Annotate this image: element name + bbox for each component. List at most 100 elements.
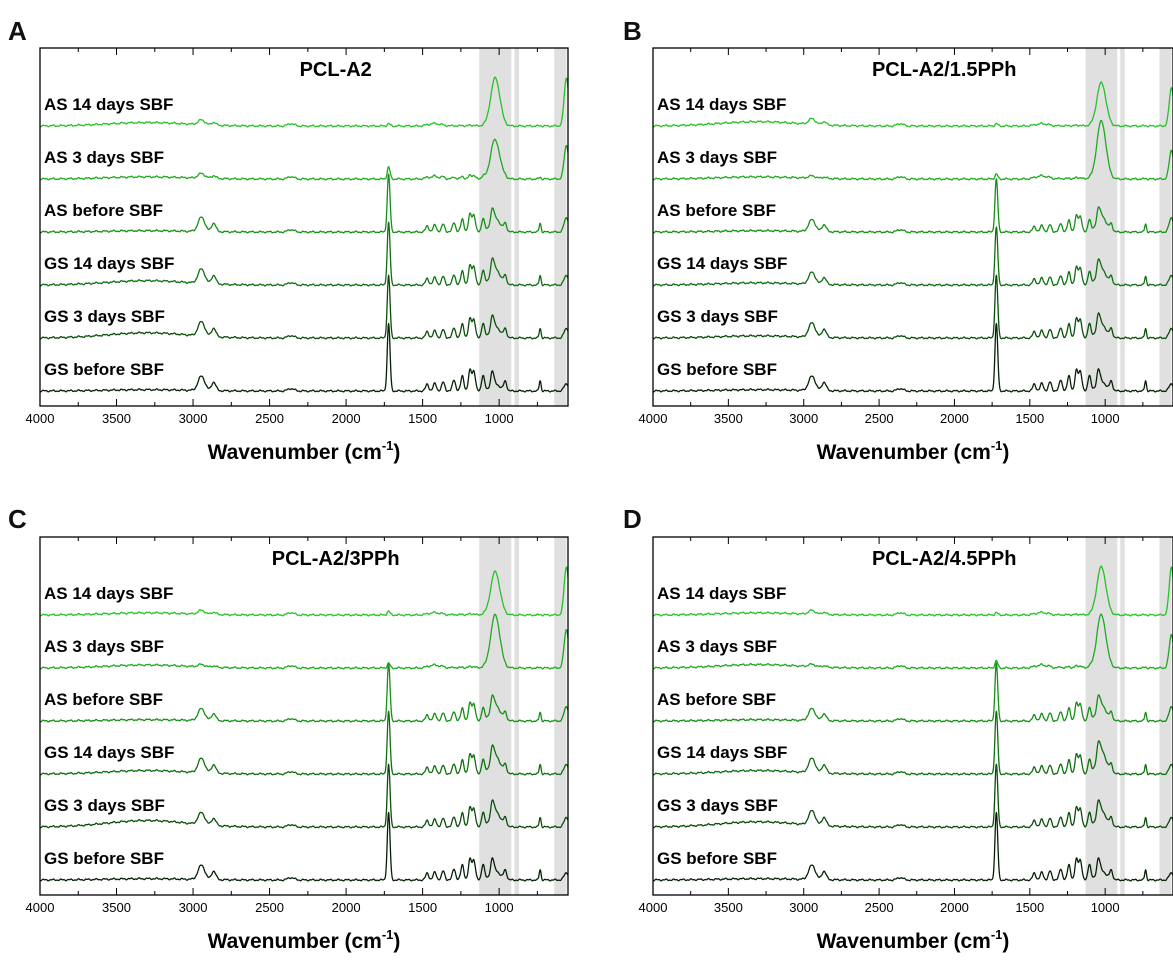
x-axis-title-close: ) — [393, 441, 400, 464]
x-axis-title-close: ) — [1002, 930, 1009, 953]
x-tick-label: 1500 — [1015, 411, 1044, 426]
spectrum-line — [39, 221, 569, 287]
highlight-band — [1120, 537, 1125, 895]
x-tick-label: 4000 — [26, 900, 55, 915]
panel-title: PCL-A2/3PPh — [272, 548, 400, 570]
panel-title: PCL-A2/1.5PPh — [872, 59, 1016, 81]
spectrum-line — [652, 662, 1173, 723]
x-axis-title-main: Wavenumber (cm — [817, 930, 991, 953]
trace-label: AS before SBF — [44, 690, 163, 709]
x-tick-label: 2000 — [332, 900, 361, 915]
x-tick-label: 3500 — [102, 411, 131, 426]
trace-label: AS 3 days SBF — [44, 637, 164, 656]
trace-label: GS 14 days SBF — [44, 743, 174, 762]
x-axis-title-main: Wavenumber (cm — [817, 441, 991, 464]
highlight-band — [554, 48, 567, 406]
x-tick-label: 3000 — [789, 411, 818, 426]
highlight-band — [514, 537, 520, 895]
x-tick-label: 3000 — [179, 411, 208, 426]
panel-b: B PCL-A2/1.5PPh AS 14 days SBF AS 3 days SB… — [623, 16, 1173, 464]
x-axis-title: Wavenumber (cm-1) — [208, 438, 401, 464]
x-axis-title-close: ) — [393, 930, 400, 953]
spectrum-line — [652, 710, 1173, 776]
x-tick-label: 3000 — [789, 900, 818, 915]
highlight-band — [514, 48, 520, 406]
panel-letter: A — [8, 16, 27, 46]
x-tick-label: 2000 — [332, 411, 361, 426]
plot-frame — [39, 536, 569, 896]
spectrum-line — [652, 322, 1173, 393]
x-tick-label: 1000 — [485, 900, 514, 915]
panel-title: PCL-A2 — [300, 59, 372, 81]
panel-letter: C — [8, 504, 27, 534]
plot-frame — [39, 47, 569, 407]
spectrum-line — [652, 81, 1173, 128]
highlight-band — [479, 48, 512, 406]
trace-label: GS before SBF — [657, 849, 777, 868]
trace-label: GS 14 days SBF — [657, 254, 787, 273]
trace-label: GS 3 days SBF — [657, 307, 778, 326]
x-tick-label: 1500 — [1015, 900, 1044, 915]
panel-a: A PCL-A2 AS 14 days SBF AS 3 days SBF AS bef… — [8, 16, 569, 464]
trace-label: AS 14 days SBF — [44, 95, 173, 114]
spectrum-line — [39, 566, 569, 617]
spectrum-line — [652, 613, 1173, 670]
spectrum-line — [652, 226, 1173, 287]
trace-label: AS 14 days SBF — [657, 584, 786, 603]
x-axis-title-close: ) — [1002, 441, 1009, 464]
spectrum-line — [39, 322, 569, 393]
trace-label: GS before SBF — [657, 360, 777, 379]
panel-d: D PCL-A2/4.5PPh AS 14 days SBF AS 3 days SB… — [623, 504, 1173, 953]
spectrum-line — [39, 173, 569, 234]
x-tick-label: 4000 — [639, 411, 668, 426]
trace-label: GS 3 days SBF — [657, 796, 778, 815]
x-tick-label: 2500 — [255, 900, 284, 915]
highlight-band — [1085, 537, 1118, 895]
x-axis-title-sup: -1 — [991, 438, 1003, 453]
x-tick-label: 4000 — [26, 411, 55, 426]
highlight-band — [479, 537, 512, 895]
spectrum-line — [39, 662, 569, 723]
x-tick-label: 3500 — [714, 900, 743, 915]
spectrum-line — [652, 763, 1173, 829]
panel-title: PCL-A2/4.5PPh — [872, 548, 1016, 570]
x-axis-title-sup: -1 — [382, 438, 394, 453]
trace-label: GS before SBF — [44, 360, 164, 379]
x-axis-title: Wavenumber (cm-1) — [817, 927, 1010, 953]
trace-label: AS before SBF — [657, 201, 776, 220]
trace-label: AS 3 days SBF — [657, 148, 777, 167]
x-tick-label: 2000 — [940, 411, 969, 426]
spectrum-line — [652, 178, 1173, 234]
x-tick-label: 4000 — [639, 900, 668, 915]
x-axis-title-sup: -1 — [382, 927, 394, 942]
x-tick-label: 1500 — [408, 900, 437, 915]
highlight-band — [1120, 48, 1125, 406]
spectrum-line — [39, 613, 569, 670]
panel-letter: D — [623, 504, 642, 534]
x-tick-label: 1000 — [1091, 900, 1120, 915]
spectrum-line — [652, 811, 1173, 882]
spectrum-line — [39, 710, 569, 776]
x-tick-label: 3500 — [102, 900, 131, 915]
highlight-band — [1159, 48, 1172, 406]
trace-label: AS 3 days SBF — [44, 148, 164, 167]
x-tick-label: 2500 — [865, 411, 894, 426]
trace-label: GS before SBF — [44, 849, 164, 868]
trace-label: AS before SBF — [657, 690, 776, 709]
spectrum-line — [652, 119, 1173, 181]
plot-frame — [652, 536, 1173, 896]
x-tick-label: 1000 — [1091, 411, 1120, 426]
x-axis-title-sup: -1 — [991, 927, 1003, 942]
spectrum-line — [652, 565, 1173, 617]
x-axis-title-main: Wavenumber (cm — [208, 441, 382, 464]
x-axis-title-main: Wavenumber (cm — [208, 930, 382, 953]
trace-label: GS 3 days SBF — [44, 796, 165, 815]
trace-label: GS 14 days SBF — [657, 743, 787, 762]
trace-label: AS before SBF — [44, 201, 163, 220]
spectrum-line — [652, 274, 1173, 340]
panel-c: C PCL-A2/3PPh AS 14 days SBF AS 3 days SBF A… — [8, 504, 569, 953]
trace-label: AS 3 days SBF — [657, 637, 777, 656]
spectrum-line — [39, 138, 569, 181]
x-tick-label: 1500 — [408, 411, 437, 426]
trace-label: AS 14 days SBF — [44, 584, 173, 603]
